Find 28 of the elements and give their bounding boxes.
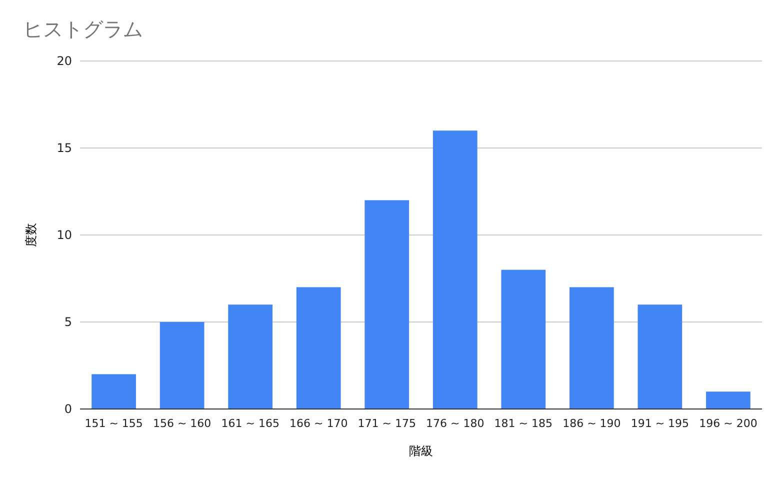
bar — [501, 270, 546, 409]
x-tick-label: 156 ~ 160 — [152, 416, 212, 430]
x-tick-label: 166 ~ 170 — [289, 416, 348, 430]
bar — [296, 287, 341, 409]
y-tick-label: 5 — [64, 314, 72, 329]
bar — [92, 374, 136, 409]
x-tick-label: 181 ~ 185 — [494, 416, 553, 430]
bar — [638, 304, 682, 409]
x-axis-title: 階級 — [409, 444, 433, 458]
bar — [364, 200, 410, 409]
y-tick-label: 15 — [56, 140, 72, 155]
y-tick-label: 0 — [64, 402, 72, 416]
bar — [160, 322, 204, 409]
chart-title: ヒストグラム — [23, 17, 143, 41]
y-axis-title: 度数 — [24, 223, 38, 247]
bar — [228, 304, 273, 409]
x-tick-label: 191 ~ 195 — [630, 416, 690, 430]
x-tick-label: 151 ~ 155 — [84, 416, 143, 430]
y-tick-label: 20 — [56, 54, 72, 68]
bar — [569, 287, 614, 409]
x-tick-label: 196 ~ 200 — [699, 416, 758, 430]
bar — [432, 130, 478, 409]
x-tick-label: 186 ~ 190 — [562, 416, 621, 430]
x-tick-label: 161 ~ 165 — [221, 416, 280, 430]
bar — [706, 392, 750, 409]
x-tick-label: 171 ~ 175 — [358, 416, 416, 430]
y-tick-label: 10 — [56, 228, 72, 242]
x-tick-label: 176 ~ 180 — [426, 416, 484, 430]
